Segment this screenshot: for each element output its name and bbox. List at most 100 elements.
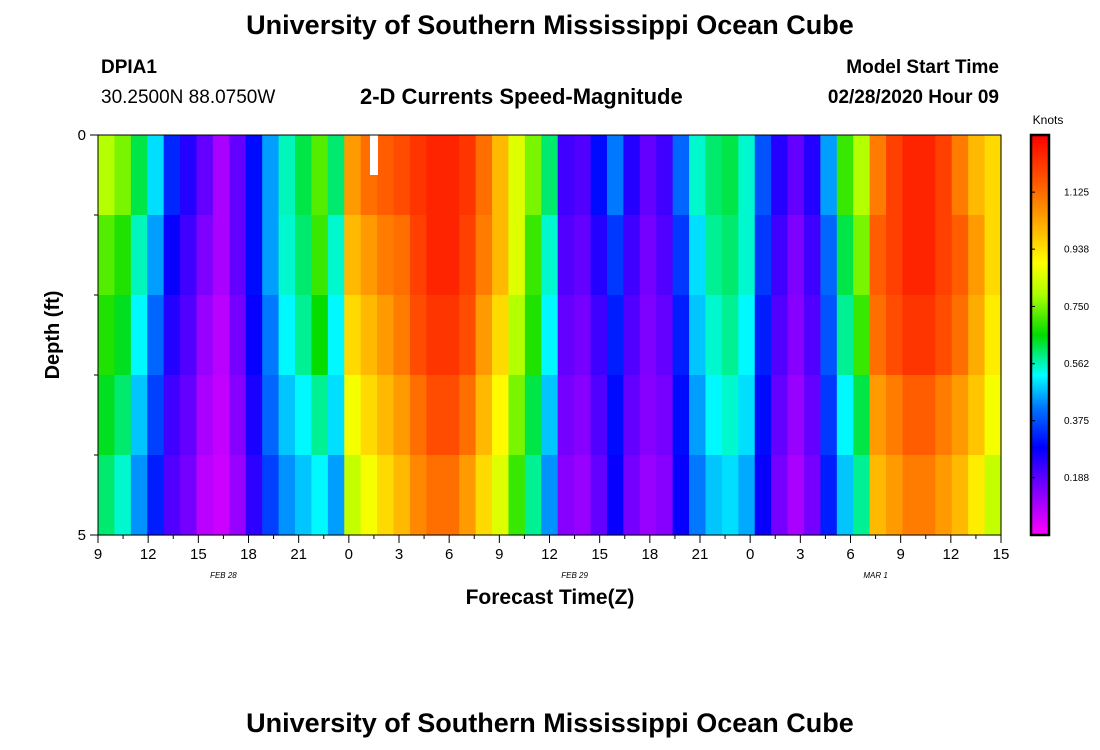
heatmap-cell [606,455,624,536]
heatmap-cell [147,455,165,536]
x-tick-label: 0 [746,546,754,563]
y-axis-label: Depth (ft) [42,291,64,380]
heatmap-cell [918,215,936,296]
heatmap-cell [672,375,690,456]
heatmap-cell [508,215,526,296]
heatmap-cell [524,135,542,216]
heatmap-cell [442,375,460,456]
heatmap-cell [377,215,395,296]
heatmap-cell [705,215,723,296]
heatmap-cell [836,295,854,376]
heatmap-cell [803,455,821,536]
heatmap-cell [639,135,657,216]
heatmap-cell [344,375,362,456]
heatmap-cell [869,375,887,456]
heatmap-cell [935,215,953,296]
x-tick-label: 12 [140,546,157,563]
heatmap-cell [902,295,920,376]
heatmap-cell [180,135,198,216]
heatmap-cell [442,215,460,296]
heatmap-cell [492,215,510,296]
heatmap-cell [918,135,936,216]
colorbar-tick-label: 1.125 [1064,188,1089,199]
heatmap-cell [196,215,214,296]
heatmap-cell [787,375,805,456]
heatmap-cell [951,215,969,296]
heatmap-cell [689,375,707,456]
heatmap-cell [442,295,460,376]
heatmap-cell [606,215,624,296]
station-location: 30.2500N 88.0750W [101,87,276,108]
heatmap-cell [853,375,871,456]
heatmap-cell [327,455,345,536]
y-tick-label: 0 [78,127,86,144]
heatmap-cell [754,295,772,376]
heatmap-cell [409,455,427,536]
heatmap-cell [606,295,624,376]
heatmap-cell [574,135,592,216]
y-tick-label: 5 [78,527,86,544]
heatmap-cell [738,135,756,216]
heatmap-cell [130,455,148,536]
heatmap-cell [590,215,608,296]
heatmap-cell [984,375,1002,456]
heatmap-cell [623,455,641,536]
heatmap-cell [557,215,575,296]
heatmap-cell [196,295,214,376]
heatmap-cell [869,135,887,216]
heatmap-cell [344,135,362,216]
heatmap-cell [229,215,247,296]
heatmap-cell [672,135,690,216]
heatmap-cell [836,375,854,456]
heatmap-cell [147,215,165,296]
heatmap-cell [590,375,608,456]
x-tick-label: 18 [641,546,658,563]
colorbar-tick-label: 0.750 [1064,302,1089,313]
heatmap-cell [820,375,838,456]
heatmap-cell [886,375,904,456]
heatmap-cell [738,215,756,296]
heatmap-cell [229,375,247,456]
heatmap-cell [705,375,723,456]
heatmap-cell [771,455,789,536]
x-tick-label: 18 [240,546,257,563]
heatmap-cell [327,215,345,296]
x-tick-label: 0 [345,546,353,563]
heatmap-cell [212,455,230,536]
heatmap-cell [820,295,838,376]
heatmap-cell [623,295,641,376]
heatmap-cell [705,455,723,536]
heatmap-cell [902,455,920,536]
heatmap-cell [705,295,723,376]
heatmap-cell [295,215,313,296]
missing-data-marker [370,135,378,175]
heatmap-cell [803,295,821,376]
heatmap-cell [672,295,690,376]
heatmap-cell [262,215,280,296]
heatmap-cell [409,135,427,216]
heatmap-cell [212,375,230,456]
heatmap-cell [606,375,624,456]
heatmap-cell [721,375,739,456]
heatmap-cell [344,295,362,376]
heatmap-cell [935,295,953,376]
heatmap-cell [147,375,165,456]
heatmap-cell [574,375,592,456]
heatmap-cell [409,295,427,376]
heatmap-cell [409,215,427,296]
heatmap-cell [262,455,280,536]
heatmap-cell [278,295,296,376]
heatmap-cell [524,375,542,456]
heatmap-cell [836,135,854,216]
heatmap-cell [360,455,378,536]
heatmap-cell [754,375,772,456]
heatmap-cell [689,455,707,536]
heatmap-cell [163,295,181,376]
heatmap-cell [574,455,592,536]
heatmap-cell [426,455,444,536]
heatmap-cell [180,215,198,296]
heatmap-cell [311,135,329,216]
heatmap-cell [787,455,805,536]
heatmap-cell [311,215,329,296]
heatmap-cell [738,375,756,456]
